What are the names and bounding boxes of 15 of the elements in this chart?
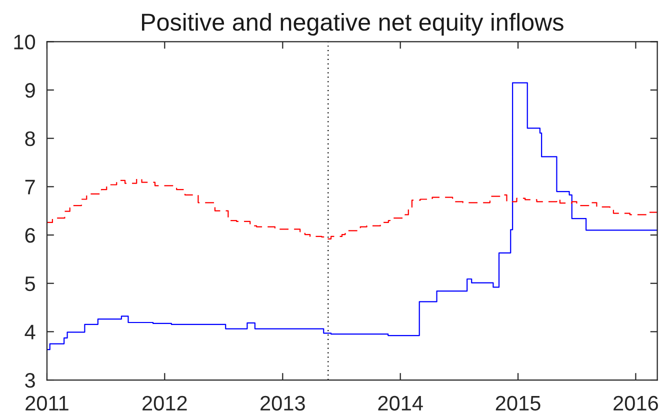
x-tick-label: 2016 [614, 396, 658, 411]
x-tick-label: 2013 [260, 396, 305, 411]
y-tick-label: 7 [25, 180, 35, 194]
y-tick-label: 5 [25, 276, 35, 292]
y-tick-label: 9 [25, 83, 35, 98]
y-tick-label: 4 [24, 324, 36, 340]
chart-title: Positive and negative net equity inflows [142, 12, 564, 36]
y-tick-label: 10 [14, 34, 36, 50]
x-tick-label: 2012 [142, 396, 187, 411]
x-tick-label: 2015 [496, 396, 540, 411]
y-tick-label: 6 [25, 228, 35, 243]
y-tick-label: 8 [25, 131, 35, 146]
y-tick-label: 3 [25, 373, 35, 388]
x-tick-label: 2014 [378, 396, 423, 411]
x-tick-label: 2011 [26, 396, 68, 411]
